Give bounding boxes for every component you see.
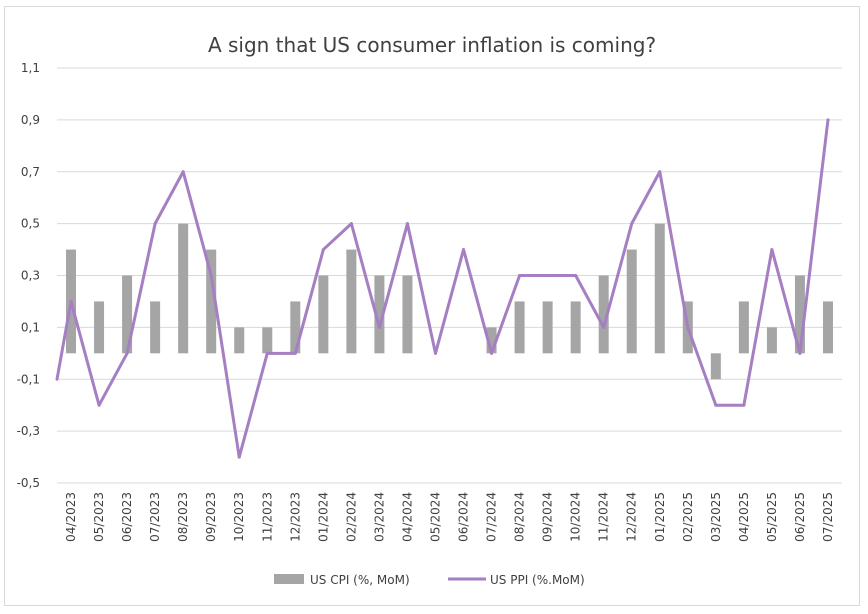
cpi-bar: [318, 275, 329, 354]
x-tick-label: 01/2024: [316, 492, 330, 542]
x-tick-label: 06/2024: [457, 492, 471, 542]
ppi-point: [209, 274, 213, 277]
x-tick-label: 01/2025: [653, 492, 667, 542]
x-tick-label: 12/2024: [625, 492, 639, 542]
ppi-point: [181, 170, 185, 174]
cpi-bar: [654, 223, 665, 354]
x-tick-label: 08/2023: [176, 492, 190, 542]
y-tick-label: -0,3: [17, 424, 40, 438]
cpi-bar: [290, 301, 301, 354]
legend-label-cpi: US CPI (%, MoM): [310, 573, 410, 587]
x-tick-label: 05/2024: [428, 492, 442, 542]
ppi-point: [433, 351, 437, 355]
x-tick-label: 11/2024: [597, 492, 611, 542]
ppi-point: [490, 351, 494, 355]
cpi-bar: [94, 301, 105, 354]
x-tick-label: 11/2023: [260, 492, 274, 542]
y-tick-label: 0,9: [21, 113, 40, 127]
cpi-bar: [738, 301, 749, 354]
cpi-bar: [794, 275, 805, 354]
ppi-point: [770, 248, 774, 252]
cpi-bar: [374, 275, 385, 354]
ppi-point: [714, 403, 718, 407]
cpi-bar: [262, 327, 273, 354]
x-tick-label: 02/2024: [344, 492, 358, 542]
cpi-bar: [150, 301, 161, 354]
ppi-line: [55, 118, 830, 459]
legend: US CPI (%, MoM) US PPI (%.MoM): [274, 573, 585, 587]
x-tick-label: 09/2023: [204, 492, 218, 542]
ppi-point: [602, 325, 606, 329]
cpi-bar: [206, 249, 217, 354]
x-tick-label: 04/2023: [64, 492, 78, 542]
chart-frame: [4, 6, 860, 606]
y-tick-label: 0,1: [21, 320, 40, 334]
ppi-point: [686, 325, 690, 329]
x-tick-label: 05/2025: [765, 492, 779, 542]
cpi-bar: [178, 223, 189, 354]
ppi-point: [377, 325, 381, 329]
cpi-bar: [402, 275, 413, 354]
ppi-point: [742, 403, 746, 407]
cpi-bar: [346, 249, 357, 354]
cpi-bar: [710, 353, 721, 380]
ppi-point: [546, 274, 550, 277]
ppi-point: [405, 222, 409, 226]
ppi-point: [798, 351, 802, 355]
ppi-point: [265, 351, 269, 355]
ppi-point: [518, 274, 522, 277]
chart-title: A sign that US consumer inflation is com…: [208, 33, 656, 57]
ppi-point: [826, 118, 830, 122]
ppi-point: [237, 455, 241, 459]
x-tick-label: 06/2023: [120, 492, 134, 542]
cpi-bar: [570, 301, 581, 354]
ppi-point: [658, 170, 662, 174]
ppi-point: [630, 222, 634, 226]
ppi-point: [125, 351, 129, 355]
x-tick-label: 03/2025: [709, 492, 723, 542]
cpi-bar: [122, 275, 133, 354]
x-tick-label: 02/2025: [681, 492, 695, 542]
cpi-bar: [626, 249, 637, 354]
cpi-bar: [486, 327, 497, 354]
x-tick-label: 09/2024: [541, 492, 555, 542]
cpi-bar: [598, 275, 609, 354]
cpi-bar: [514, 301, 525, 354]
ppi-point: [462, 248, 466, 252]
y-tick-label: -0,5: [17, 476, 40, 490]
ppi-point: [574, 274, 578, 277]
ppi-point: [349, 222, 353, 226]
y-tick-label: 0,7: [21, 165, 40, 179]
cpi-bar: [234, 327, 245, 354]
x-tick-label: 10/2023: [232, 492, 246, 542]
ppi-point: [97, 403, 101, 407]
x-tick-label: 08/2024: [513, 492, 527, 542]
x-tick-label: 10/2024: [569, 492, 583, 542]
ppi-point: [293, 351, 297, 355]
y-tick-label: -0,1: [17, 372, 40, 386]
y-tick-label: 1,1: [21, 61, 40, 75]
cpi-bar: [766, 327, 777, 354]
x-tick-label: 07/2025: [821, 492, 835, 542]
x-tick-label: 12/2023: [288, 492, 302, 542]
x-tick-label: 04/2025: [737, 492, 751, 542]
ppi-point: [321, 248, 325, 252]
x-tick-label: 05/2023: [92, 492, 106, 542]
ppi-point: [153, 222, 157, 226]
cpi-bar: [542, 301, 553, 354]
y-tick-label: 0,3: [21, 269, 40, 283]
cpi-bar: [822, 301, 833, 354]
x-tick-label: 07/2024: [485, 492, 499, 542]
ppi-point: [69, 299, 73, 303]
x-tick-label: 07/2023: [148, 492, 162, 542]
y-tick-label: 0,5: [21, 217, 40, 231]
x-tick-label: 03/2024: [372, 492, 386, 542]
x-tick-label: 04/2024: [400, 492, 414, 542]
legend-swatch-cpi: [274, 574, 304, 584]
x-tick-label: 06/2025: [793, 492, 807, 542]
legend-label-ppi: US PPI (%.MoM): [490, 573, 585, 587]
